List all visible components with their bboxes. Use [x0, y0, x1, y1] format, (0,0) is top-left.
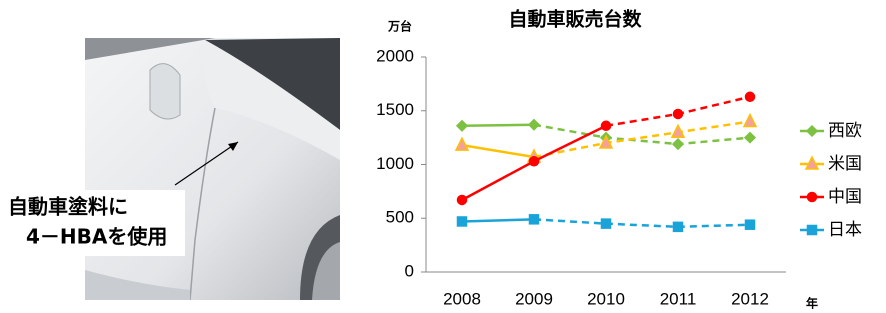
marker — [530, 157, 539, 166]
marker — [457, 121, 467, 131]
series-line — [462, 219, 534, 221]
marker — [745, 133, 755, 143]
x-tick-label: 2009 — [515, 289, 553, 308]
marker — [808, 226, 817, 235]
marker — [807, 126, 817, 136]
y-tick-label: 1000 — [376, 154, 414, 173]
series-line — [534, 125, 750, 144]
series-line — [534, 219, 750, 227]
marker — [674, 222, 683, 231]
slide: 自動車塗料に 4－HBAを使用 自動車販売台数 万台 年 0 500 1000 150… — [0, 0, 886, 313]
x-tick-label: 2008 — [443, 289, 481, 308]
legend-label: 西欧 — [828, 121, 862, 141]
marker — [673, 139, 683, 149]
marker — [530, 215, 539, 224]
legend-label: 日本 — [828, 220, 862, 240]
y-axis-label: 万台 — [387, 19, 412, 34]
marker — [529, 120, 539, 130]
chart-title: 自動車販売台数 — [508, 8, 642, 31]
marker — [458, 195, 467, 204]
car-photo — [85, 38, 340, 300]
marker — [458, 217, 467, 226]
marker — [746, 92, 755, 101]
x-axis-label: 年 — [806, 296, 818, 311]
series-line — [462, 125, 534, 126]
marker — [744, 115, 756, 127]
series-line — [462, 145, 534, 157]
legend-label: 中国 — [828, 187, 862, 207]
photo-caption: 自動車塗料に — [8, 195, 128, 219]
x-tick-label: 2010 — [587, 289, 625, 308]
y-tick-label: 0 — [405, 261, 414, 280]
marker — [746, 220, 755, 229]
marker — [602, 121, 611, 130]
marker — [808, 193, 817, 202]
legend-label: 米国 — [828, 154, 862, 174]
marker — [674, 109, 683, 118]
x-tick-label: 2012 — [731, 289, 769, 308]
marker — [602, 219, 611, 228]
photo-caption: 4－HBAを使用 — [26, 225, 167, 249]
x-tick-label: 2011 — [660, 289, 697, 308]
y-tick-label: 2000 — [376, 46, 414, 65]
marker — [456, 138, 468, 150]
series-line — [534, 122, 750, 157]
y-tick-label: 1500 — [376, 100, 414, 119]
y-tick-label: 500 — [386, 208, 414, 227]
